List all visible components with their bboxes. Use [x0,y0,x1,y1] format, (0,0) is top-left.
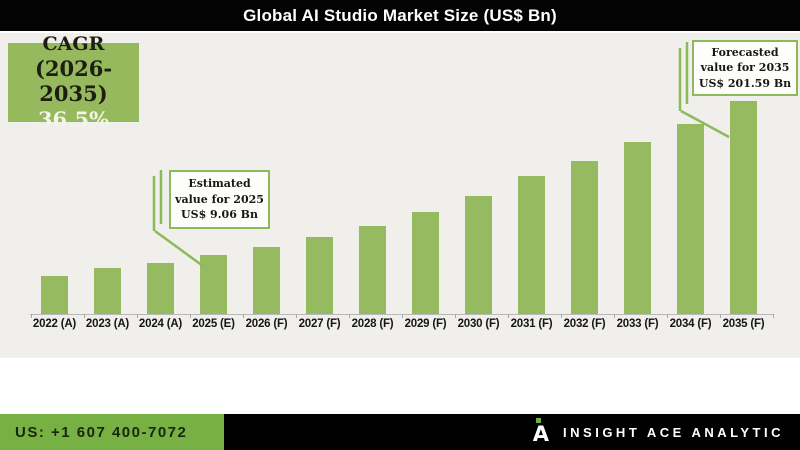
bar-2024 (A) [147,263,174,314]
x-axis-tick [561,314,562,318]
x-axis-tick [667,314,668,318]
x-axis-label: 2025 (E) [192,318,235,330]
bar-2029 (F) [412,212,439,314]
cagr-label: CAGR [42,33,105,56]
contributors-strip: Market Contributors: IBM ® Microsoft Goo… [0,358,800,414]
x-axis-label: 2023 (A) [85,318,130,330]
x-axis-tick [349,314,350,318]
bar-2033 (F) [624,142,651,314]
x-axis-label: 2033 (F) [616,318,659,330]
x-axis-tick [614,314,615,318]
x-axis-tick [773,314,774,318]
x-axis-tick [720,314,721,318]
cagr-badge: CAGR (2026-2035) 36.5% [8,33,139,132]
bar-2023 (A) [94,268,121,314]
callout-line: US$ 201.59 Bn [698,76,792,90]
x-axis-label: 2028 (F) [351,318,394,330]
callout-line: value for 2035 [700,61,790,75]
bar-2022 (A) [41,276,68,314]
x-axis-tick [296,314,297,318]
x-axis-label: 2026 (F) [245,318,288,330]
x-axis-tick [190,314,191,318]
phone-box: US: +1 607 400-7072 [0,414,224,450]
callout-line: Estimated [188,177,251,191]
x-axis-tick [243,314,244,318]
x-axis-label: 2027 (F) [298,318,341,330]
x-axis-label: 2022 (A) [32,318,77,330]
callout-line: US$ 9.06 Bn [181,208,258,222]
x-axis-label: 2035 (F) [722,318,765,330]
callout-estimated-2025: Estimated value for 2025 US$ 9.06 Bn [169,170,270,229]
bar-2035 (F) [730,101,757,314]
bar-2025 (E) [200,255,227,314]
phone-number: US: +1 607 400-7072 [15,423,188,441]
callout-forecast-2035: Forecasted value for 2035 US$ 201.59 Bn [692,40,798,96]
bar-2027 (F) [306,237,333,314]
bar-2032 (F) [571,161,598,314]
x-axis-tick [402,314,403,318]
x-axis-label: 2031 (F) [510,318,553,330]
x-axis-tick [455,314,456,318]
footer-bar: US: +1 607 400-7072 A INSIGHT ACE ANALYT… [0,414,800,450]
cagr-value: 36.5% [37,106,110,132]
brand-name: INSIGHT ACE ANALYTIC [563,424,784,440]
insight-ace-logo-icon: A [533,418,549,445]
bar-2026 (F) [253,247,280,314]
x-axis-label: 2029 (F) [404,318,447,330]
cagr-period: (2026-2035) [34,56,113,107]
bar-2034 (F) [677,124,704,314]
callout-line: Forecasted [711,45,779,59]
bar-2028 (F) [359,226,386,314]
page-title: Global AI Studio Market Size (US$ Bn) [243,5,557,25]
bar-2031 (F) [518,176,545,314]
x-axis-label: 2034 (F) [669,318,712,330]
callout-line: value for 2025 [175,192,264,206]
x-axis-tick [508,314,509,318]
x-axis-label: 2032 (F) [563,318,606,330]
bar-2030 (F) [465,196,492,314]
x-axis-tick [31,314,32,318]
brand-block: A INSIGHT ACE ANALYTIC [533,414,784,450]
logo-green-dot [535,418,541,423]
x-axis-label: 2024 (A) [138,318,183,330]
x-axis-tick [84,314,85,318]
title-bar: Global AI Studio Market Size (US$ Bn) [0,0,800,31]
x-axis-tick [137,314,138,318]
x-axis-label: 2030 (F) [457,318,500,330]
